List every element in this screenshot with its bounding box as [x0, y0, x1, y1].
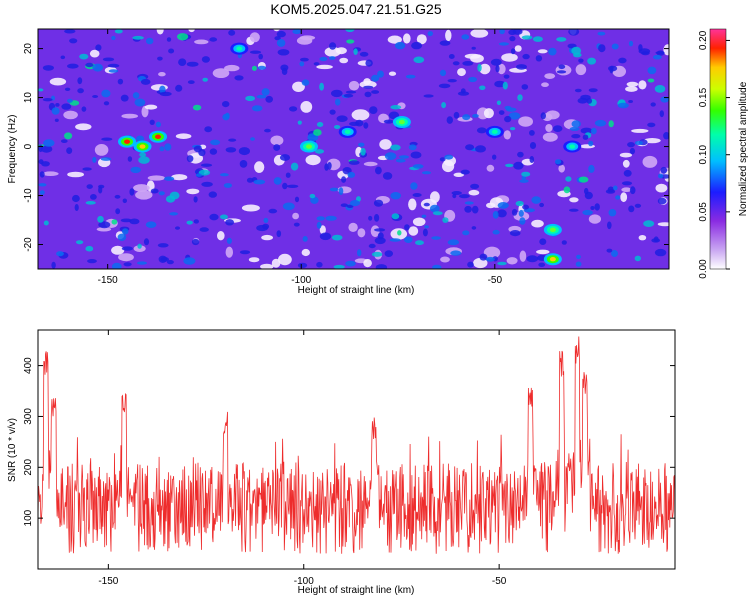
colorbar: 0.00 0.05 0.10 0.15 0.20 Normalized spectral…	[698, 28, 749, 279]
heatmap-hotspot-0	[118, 135, 137, 148]
heatmap-hotspot-2	[133, 140, 152, 153]
snr-y-axis-label: SNR (10 * v/v)	[7, 418, 18, 482]
heatmap-hotspot-9	[338, 125, 357, 138]
colorbar-tick-label-3: 0.15	[698, 87, 709, 107]
heatmap-hotspot-10	[485, 125, 504, 138]
heatmap-texture	[38, 29, 669, 269]
snr-ticks: -150 -100 -50 100 200 300 400	[23, 330, 675, 587]
y-tick-label-0: -20	[23, 237, 34, 252]
colorbar-gradient	[709, 28, 727, 270]
heatmap-hotspot-7	[563, 140, 582, 153]
colorbar-label: Normalized spectral amplitude	[738, 81, 749, 216]
heatmap-hotspots	[118, 42, 582, 266]
snr-x-axis-label: Height of straight line (km)	[298, 585, 415, 596]
y-tick-label-1: -10	[23, 188, 34, 203]
y-tick-label-2: 0	[23, 143, 34, 149]
heatmap-hotspot-8	[230, 42, 249, 55]
snr-chart: -150 -100 -50 100 200 300 400 Height of straig…	[7, 329, 676, 596]
y-tick-label-4: 20	[23, 43, 34, 55]
snr-series-line	[38, 336, 675, 554]
heatmap-hotspot-3	[299, 140, 318, 153]
x-tick-label-0: -150	[98, 275, 118, 286]
colorbar-tick-label-1: 0.05	[698, 202, 709, 222]
heatmap-hotspot-1	[149, 130, 168, 143]
heatmap-y-axis-label: Frequency (Hz)	[7, 115, 18, 184]
heatmap-hotspot-4	[392, 116, 411, 129]
y-tick-label-0: 100	[23, 509, 34, 526]
colorbar-tick-label-2: 0.10	[698, 145, 709, 165]
y-tick-label-3: 400	[23, 357, 34, 374]
heatmap-hotspot-6	[543, 223, 562, 236]
x-tick-label-2: -50	[492, 576, 507, 587]
figure-title: KOM5.2025.047.21.51.G25	[270, 1, 441, 17]
colorbar-ticks: 0.00 0.05 0.10 0.15 0.20	[698, 30, 730, 279]
x-tick-label-2: -50	[488, 275, 503, 286]
x-tick-label-1: -100	[291, 275, 311, 286]
colorbar-tick-label-4: 0.20	[698, 30, 709, 50]
heatmap-x-axis-label: Height of straight line (km)	[298, 285, 415, 296]
snr-frame	[37, 329, 676, 570]
y-tick-label-3: 10	[23, 92, 34, 104]
colorbar-tick-label-0: 0.00	[698, 259, 709, 279]
heatmap-frame	[37, 28, 670, 270]
y-tick-label-2: 300	[23, 408, 34, 425]
y-tick-label-1: 200	[23, 459, 34, 476]
x-tick-label-0: -150	[98, 576, 118, 587]
heatmap-hotspot-5	[543, 253, 562, 266]
x-tick-label-1: -100	[294, 576, 314, 587]
